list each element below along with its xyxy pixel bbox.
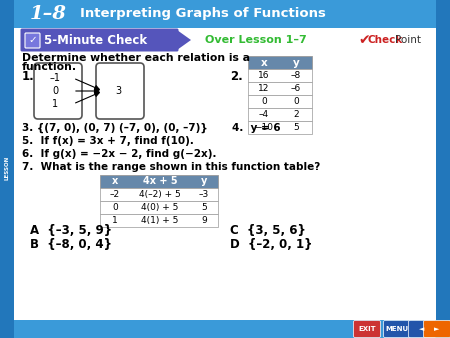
Text: 0: 0 bbox=[52, 86, 58, 96]
Text: D  {–2, 0, 1}: D {–2, 0, 1} bbox=[230, 239, 312, 251]
Text: 5: 5 bbox=[201, 203, 207, 212]
Text: Check: Check bbox=[368, 35, 403, 45]
Text: 4(–2) + 5: 4(–2) + 5 bbox=[139, 190, 181, 199]
Text: –2: –2 bbox=[110, 190, 120, 199]
Text: 6.  If g(x) = −2x − 2, find g(−2x).: 6. If g(x) = −2x − 2, find g(−2x). bbox=[22, 149, 216, 159]
Text: 4.  y = 6: 4. y = 6 bbox=[232, 123, 281, 133]
FancyBboxPatch shape bbox=[248, 95, 312, 108]
Text: –4: –4 bbox=[259, 110, 269, 119]
Text: 3: 3 bbox=[115, 86, 121, 96]
Text: Over Lesson 1–7: Over Lesson 1–7 bbox=[205, 35, 307, 45]
Text: ✓: ✓ bbox=[28, 35, 37, 45]
Text: 1.: 1. bbox=[22, 71, 35, 83]
FancyBboxPatch shape bbox=[248, 56, 312, 69]
Text: 16: 16 bbox=[258, 71, 270, 80]
Text: 5-Minute Check: 5-Minute Check bbox=[44, 33, 147, 47]
Text: 0: 0 bbox=[261, 97, 267, 106]
Text: B  {–8, 0, 4}: B {–8, 0, 4} bbox=[30, 239, 112, 251]
Text: A  {–3, 5, 9}: A {–3, 5, 9} bbox=[30, 223, 112, 237]
FancyBboxPatch shape bbox=[248, 108, 312, 121]
FancyBboxPatch shape bbox=[248, 121, 312, 134]
FancyBboxPatch shape bbox=[383, 320, 410, 338]
Text: 1–8: 1–8 bbox=[30, 5, 67, 23]
Text: 3. {(7, 0), (0, 7) (–7, 0), (0, –7)}: 3. {(7, 0), (0, 7) (–7, 0), (0, –7)} bbox=[22, 123, 208, 133]
Text: function.: function. bbox=[22, 62, 77, 72]
FancyBboxPatch shape bbox=[100, 214, 218, 227]
Text: Interpreting Graphs of Functions: Interpreting Graphs of Functions bbox=[80, 7, 326, 21]
Text: x: x bbox=[261, 57, 267, 68]
Text: 1: 1 bbox=[112, 216, 118, 225]
FancyBboxPatch shape bbox=[248, 82, 312, 95]
Text: Determine whether each relation is a: Determine whether each relation is a bbox=[22, 53, 250, 63]
Text: ◄: ◄ bbox=[419, 326, 425, 332]
Text: 0: 0 bbox=[112, 203, 118, 212]
Text: x: x bbox=[112, 176, 118, 187]
FancyBboxPatch shape bbox=[14, 28, 436, 320]
FancyBboxPatch shape bbox=[0, 0, 14, 338]
FancyBboxPatch shape bbox=[14, 320, 436, 338]
Text: –1: –1 bbox=[50, 73, 60, 83]
FancyBboxPatch shape bbox=[21, 28, 179, 51]
FancyBboxPatch shape bbox=[248, 69, 312, 82]
FancyBboxPatch shape bbox=[409, 320, 436, 338]
Text: EXIT: EXIT bbox=[358, 326, 376, 332]
FancyBboxPatch shape bbox=[100, 201, 218, 214]
FancyBboxPatch shape bbox=[423, 320, 450, 338]
FancyBboxPatch shape bbox=[100, 188, 218, 201]
Text: y: y bbox=[292, 57, 299, 68]
Text: ►: ► bbox=[434, 326, 440, 332]
Text: ✔: ✔ bbox=[358, 33, 369, 47]
FancyBboxPatch shape bbox=[354, 320, 381, 338]
Text: –6: –6 bbox=[291, 84, 301, 93]
FancyBboxPatch shape bbox=[436, 0, 450, 338]
Text: MENU: MENU bbox=[386, 326, 409, 332]
Text: 0: 0 bbox=[293, 97, 299, 106]
Text: Point: Point bbox=[395, 35, 421, 45]
Polygon shape bbox=[177, 30, 191, 50]
Text: LESSON: LESSON bbox=[4, 156, 9, 180]
Text: 4x + 5: 4x + 5 bbox=[143, 176, 177, 187]
Text: y: y bbox=[201, 176, 207, 187]
Text: 4(1) + 5: 4(1) + 5 bbox=[141, 216, 179, 225]
Text: −10: −10 bbox=[255, 123, 274, 132]
Text: 1: 1 bbox=[52, 99, 58, 109]
FancyBboxPatch shape bbox=[14, 0, 436, 28]
FancyBboxPatch shape bbox=[96, 63, 144, 119]
Text: 7.  What is the range shown in this function table?: 7. What is the range shown in this funct… bbox=[22, 162, 320, 172]
Text: C  {3, 5, 6}: C {3, 5, 6} bbox=[230, 223, 306, 237]
Text: 4(0) + 5: 4(0) + 5 bbox=[141, 203, 179, 212]
Text: 2: 2 bbox=[293, 110, 299, 119]
Text: 9: 9 bbox=[201, 216, 207, 225]
FancyBboxPatch shape bbox=[34, 63, 82, 119]
FancyBboxPatch shape bbox=[100, 175, 218, 188]
Text: –8: –8 bbox=[291, 71, 301, 80]
Text: 2.: 2. bbox=[230, 71, 243, 83]
Text: 5.  If f(x) = 3x + 7, find f(10).: 5. If f(x) = 3x + 7, find f(10). bbox=[22, 136, 194, 146]
Text: 12: 12 bbox=[258, 84, 270, 93]
Text: –3: –3 bbox=[199, 190, 209, 199]
Text: 5: 5 bbox=[293, 123, 299, 132]
FancyBboxPatch shape bbox=[25, 33, 40, 48]
